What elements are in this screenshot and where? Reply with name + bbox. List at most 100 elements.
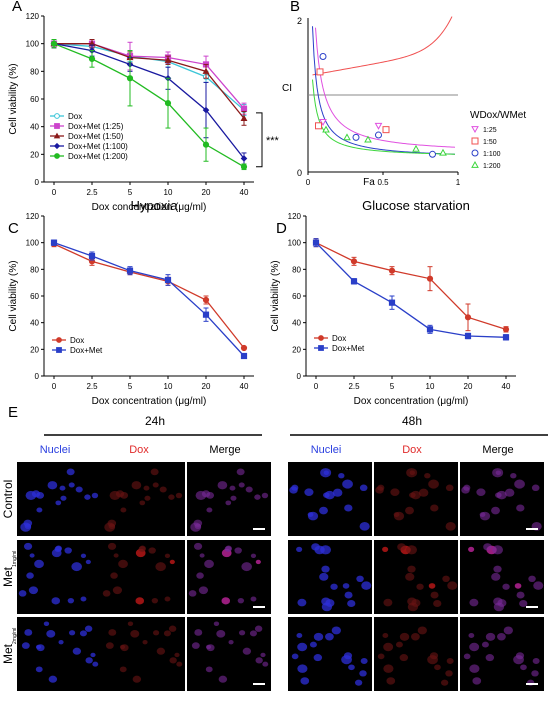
cell-nucleus bbox=[491, 506, 500, 515]
cell-nucleus bbox=[24, 523, 32, 530]
cell-nucleus bbox=[112, 586, 123, 595]
cell-nucleus bbox=[319, 572, 329, 581]
data-point bbox=[502, 334, 510, 341]
cell-nucleus bbox=[91, 492, 99, 499]
cell-nucleus bbox=[194, 629, 203, 636]
cell-nucleus bbox=[497, 632, 506, 641]
cell-nucleus bbox=[428, 479, 439, 489]
x-tick-label: 40 bbox=[240, 188, 249, 197]
cell-nucleus bbox=[156, 647, 166, 655]
legend-marker bbox=[54, 153, 60, 159]
data-point bbox=[202, 67, 210, 74]
significance-bracket bbox=[256, 112, 263, 168]
legend-marker bbox=[54, 113, 60, 119]
cell-nucleus bbox=[430, 591, 439, 599]
legend-marker bbox=[471, 160, 479, 168]
cell-nucleus bbox=[194, 523, 202, 530]
legend-marker bbox=[53, 132, 61, 139]
data-point bbox=[202, 311, 210, 318]
cell-nucleus bbox=[110, 572, 118, 579]
cell-nucleus bbox=[361, 581, 372, 590]
cell-nucleus bbox=[31, 490, 41, 498]
cell-nucleus bbox=[105, 642, 114, 649]
cell-nucleus bbox=[255, 559, 261, 565]
column-label: Dox bbox=[402, 444, 422, 456]
data-point bbox=[164, 100, 172, 107]
legend-label: Dox+Met (1:200) bbox=[68, 152, 128, 161]
cell-nucleus bbox=[325, 632, 334, 641]
cell-nucleus bbox=[143, 485, 150, 491]
ci-data-point bbox=[343, 133, 351, 141]
cell-nucleus bbox=[296, 633, 303, 638]
y-axis-label: Cell viability (%) bbox=[8, 260, 19, 331]
cell-nucleus bbox=[118, 559, 128, 569]
data-point bbox=[426, 326, 434, 333]
cell-nucleus bbox=[199, 553, 205, 558]
legend-label: Dox+Met (1:50) bbox=[68, 132, 124, 141]
cell-nucleus bbox=[313, 654, 323, 662]
cell-nucleus bbox=[21, 642, 30, 649]
legend-label: Dox+Met bbox=[332, 344, 365, 353]
panel-letter-a: A bbox=[12, 0, 23, 15]
cell-nucleus bbox=[36, 507, 43, 513]
cell-nucleus bbox=[445, 670, 453, 677]
cell-nucleus bbox=[75, 486, 83, 493]
cell-nucleus bbox=[152, 482, 159, 488]
x-tick-label: 2.5 bbox=[86, 382, 98, 391]
cell-nucleus bbox=[531, 670, 539, 677]
cell-nucleus bbox=[481, 641, 489, 648]
cell-nucleus bbox=[139, 500, 146, 506]
cell-nucleus bbox=[119, 644, 126, 650]
cell-nucleus bbox=[84, 625, 93, 632]
y-tick-label: 0 bbox=[297, 168, 302, 178]
cell-nucleus bbox=[319, 506, 328, 515]
cell-nucleus bbox=[528, 575, 536, 583]
cell-nucleus bbox=[356, 575, 364, 583]
micrograph-tile bbox=[17, 617, 101, 691]
cell-nucleus bbox=[491, 572, 501, 581]
cell-nucleus bbox=[250, 596, 257, 602]
cell-nucleus bbox=[80, 596, 87, 602]
x-tick-label: 20 bbox=[202, 382, 211, 391]
cell-nucleus bbox=[55, 500, 62, 506]
cell-nucleus bbox=[399, 632, 410, 641]
cell-nucleus bbox=[492, 468, 504, 478]
legend-label: Dox bbox=[70, 336, 84, 345]
cell-nucleus bbox=[411, 632, 420, 641]
data-point bbox=[240, 352, 248, 360]
legend-label: 1:25 bbox=[483, 127, 497, 134]
legend-marker bbox=[471, 149, 479, 157]
cell-nucleus bbox=[344, 591, 353, 599]
data-point bbox=[240, 163, 248, 170]
series-line bbox=[53, 243, 245, 349]
micrograph-tile bbox=[288, 617, 372, 691]
cell-nucleus bbox=[297, 598, 307, 607]
cell-nucleus bbox=[148, 547, 156, 554]
cell-nucleus bbox=[434, 664, 441, 671]
cell-nucleus bbox=[445, 521, 456, 531]
data-point bbox=[88, 55, 96, 62]
ci-data-point bbox=[375, 131, 382, 139]
cell-nucleus bbox=[520, 664, 527, 671]
cell-nucleus bbox=[46, 629, 56, 638]
x-tick-label: 40 bbox=[240, 382, 249, 391]
cell-nucleus bbox=[120, 507, 127, 513]
cell-nucleus bbox=[85, 657, 93, 664]
cell-nucleus bbox=[54, 546, 62, 553]
ci-data-point bbox=[412, 144, 420, 152]
cell-nucleus bbox=[127, 621, 134, 627]
cell-nucleus bbox=[152, 630, 160, 636]
data-point bbox=[164, 276, 172, 284]
row-label: Met bbox=[1, 643, 15, 664]
cell-nucleus bbox=[48, 675, 58, 683]
data-point bbox=[388, 267, 396, 274]
cell-nucleus bbox=[347, 600, 356, 608]
cell-nucleus bbox=[485, 654, 495, 662]
ci-data-point bbox=[322, 125, 330, 133]
cell-nucleus bbox=[390, 488, 400, 497]
series-line bbox=[53, 43, 245, 168]
legend-marker bbox=[471, 126, 479, 134]
cell-nucleus bbox=[67, 597, 75, 604]
ci-curve-1-25 bbox=[315, 27, 456, 148]
cell-nucleus bbox=[26, 572, 34, 579]
